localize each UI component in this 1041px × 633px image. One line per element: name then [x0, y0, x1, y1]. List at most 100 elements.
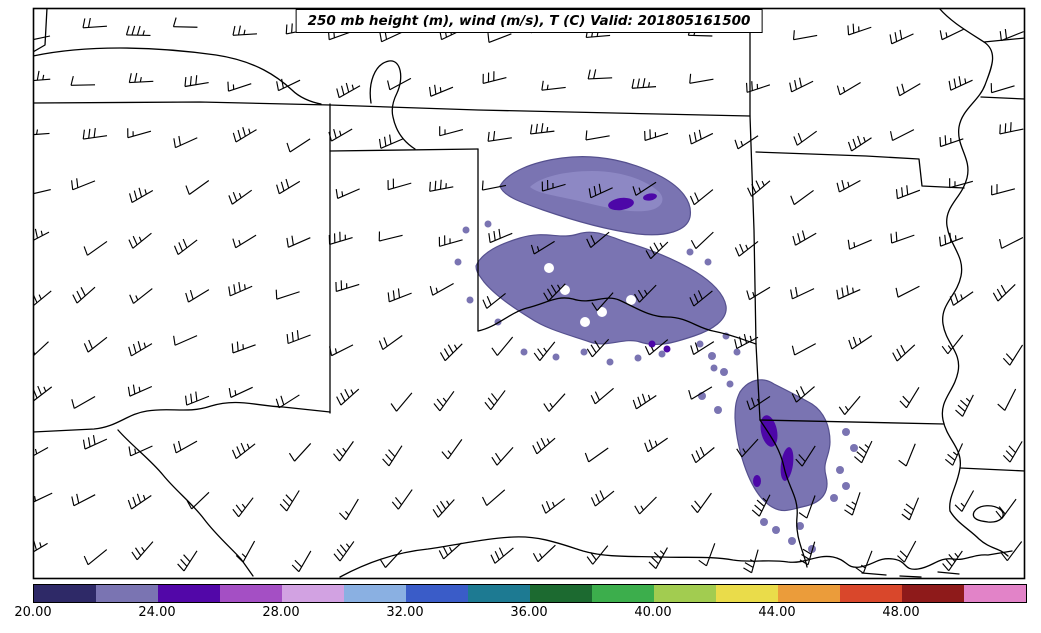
wind-barb [127, 493, 152, 510]
wind-barb [848, 335, 873, 350]
wind-barb [432, 499, 455, 518]
wind-barb [847, 23, 872, 36]
wind-barb [482, 71, 507, 84]
wind-barb [634, 496, 657, 515]
wind-barb [433, 391, 455, 412]
wind-barb [275, 394, 300, 409]
wind-barb [232, 25, 257, 36]
wind-barb [689, 290, 713, 307]
wind-barb [990, 83, 1015, 94]
wind-barb [532, 544, 556, 563]
wind-barb [588, 183, 613, 199]
wind-barb [585, 130, 610, 141]
wind-barb [746, 286, 771, 301]
wind-barb [333, 441, 354, 462]
state-boundary-line [980, 96, 1025, 100]
wind-barb [441, 439, 463, 460]
state-boundary-line [369, 60, 416, 150]
wind-barb [590, 387, 614, 405]
wind-barb [999, 236, 1024, 249]
wind-barb [184, 75, 209, 88]
wind-barb [895, 185, 921, 200]
netx-arklatex-core-2 [780, 447, 794, 481]
wind-barb [541, 80, 566, 91]
wind-barb [286, 235, 311, 248]
wind-barb [532, 437, 556, 455]
wind-barb [131, 541, 154, 561]
wind-barb [185, 180, 210, 195]
wind-barb [33, 228, 50, 242]
wind-barb [847, 239, 872, 250]
wind-barb [691, 446, 715, 464]
colorbar-segment [158, 585, 220, 602]
wind-barb [487, 131, 512, 142]
wind-barb [896, 83, 921, 97]
wind-barb [228, 386, 253, 398]
colorbar-segment [592, 585, 654, 602]
wind-barb [901, 497, 920, 521]
state-boundary-line [33, 101, 751, 117]
wind-barb [70, 75, 96, 86]
wind-barb [644, 129, 669, 142]
wind-barb [591, 292, 614, 311]
central-oklahoma-holes [544, 263, 636, 327]
wind-barb [429, 179, 454, 192]
wind-barb [792, 30, 818, 41]
wind-barb [491, 446, 514, 466]
colorbar-segment [840, 585, 902, 602]
wind-barb [185, 289, 210, 303]
wind-barb [836, 285, 861, 300]
wind-barb [992, 284, 1016, 302]
colorbar-segment [654, 585, 716, 602]
wind-barb [33, 35, 51, 41]
wind-barb [491, 336, 514, 356]
wind-barb [836, 180, 861, 193]
wind-barb [838, 395, 861, 415]
wind-barb [33, 125, 50, 136]
wind-barb [791, 386, 815, 403]
wind-barb [897, 540, 917, 563]
wind-barb [855, 550, 873, 574]
wind-barb [481, 180, 507, 191]
wind-barb [939, 28, 964, 41]
wind-barb [892, 344, 916, 362]
wind-barb [71, 178, 96, 191]
wind-barb [382, 445, 403, 467]
state-boundary-line [759, 419, 945, 425]
wind-barb [228, 189, 253, 205]
wind-barb [584, 447, 609, 463]
wind-barb [1002, 344, 1024, 366]
wind-barb [999, 29, 1024, 42]
wind-barb [335, 188, 360, 199]
wind-barb [795, 445, 816, 467]
wind-barb [232, 234, 257, 249]
wind-barb [83, 336, 108, 353]
central-speckles [454, 220, 741, 388]
wind-barb [734, 333, 759, 350]
wind-barb [127, 128, 152, 139]
wind-barb [232, 127, 257, 143]
wind-barb [333, 541, 355, 562]
state-boundary-line [33, 401, 331, 433]
wind-barb [33, 290, 52, 307]
wind-barb [995, 498, 1017, 519]
wind-barb [186, 491, 210, 510]
state-boundary-line [959, 467, 1025, 472]
wind-barb [378, 134, 404, 149]
wind-barb [231, 341, 256, 354]
central-oklahoma-cores [648, 340, 671, 353]
wind-barb [644, 339, 669, 356]
wind-barb [173, 238, 198, 255]
wind-barb [751, 494, 771, 517]
wind-barb [948, 76, 973, 91]
wind-barb [439, 126, 464, 137]
wind-barb [736, 438, 759, 458]
wind-barb [991, 184, 1016, 196]
wind-barb [949, 291, 974, 306]
state-boundary-line [33, 8, 48, 53]
wind-barb [586, 231, 610, 248]
wind-barb [173, 335, 198, 346]
wind-barb [228, 281, 253, 297]
